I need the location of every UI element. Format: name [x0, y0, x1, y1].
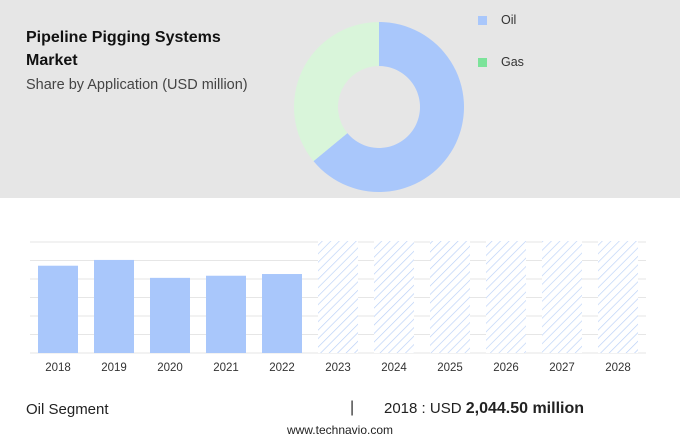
x-tick-2019: 2019 — [101, 362, 127, 374]
footer-website: www.technavio.com — [286, 423, 394, 437]
footer-value: 2018 : USD 2,044.50 million — [384, 400, 584, 418]
chart-title: Pipeline Pigging Systems Market — [26, 29, 221, 69]
x-tick-2024: 2024 — [381, 362, 407, 374]
legend-label-gas: Gas — [501, 55, 524, 69]
forecast-bar-2024 — [374, 241, 414, 353]
x-tick-2021: 2021 — [213, 362, 239, 374]
x-tick-2023: 2023 — [325, 362, 351, 374]
forecast-bar-2023 — [318, 241, 358, 353]
legend-label-oil: Oil — [501, 13, 517, 27]
legend-swatch-gas — [478, 57, 487, 67]
legend-item-gas[interactable]: Gas — [478, 54, 524, 70]
forecast-bar-2027 — [542, 241, 582, 353]
donut-slice-oil — [313, 22, 464, 193]
bar-chart: 2018 2019 2020 2021 2022 2023 2024 2025 2026 2027… — [30, 241, 646, 374]
forecast-bar-2028 — [598, 241, 638, 353]
footer-year-label: 2018 : USD — [384, 400, 462, 417]
bar-2018 — [38, 265, 78, 353]
x-tick-2022: 2022 — [269, 362, 295, 374]
donut-chart — [294, 22, 464, 193]
bar-2019 — [94, 259, 134, 353]
forecast-bar-2026 — [486, 241, 526, 353]
bar-2020 — [150, 277, 190, 353]
bar-2021 — [206, 275, 246, 353]
x-tick-2026: 2026 — [493, 362, 519, 374]
x-tick-2028: 2028 — [605, 362, 631, 374]
x-tick-2027: 2027 — [549, 362, 575, 374]
x-tick-2025: 2025 — [437, 362, 463, 374]
legend-item-oil[interactable]: Oil — [478, 12, 516, 28]
footer-value-amount: 2,044.50 million — [465, 400, 584, 417]
legend-swatch-oil — [478, 15, 487, 25]
forecast-bar-2025 — [430, 241, 470, 353]
chart-subtitle: Share by Application (USD million) — [26, 77, 248, 93]
bar-2022 — [262, 274, 302, 353]
footer-divider: | — [350, 399, 355, 416]
x-tick-2018: 2018 — [45, 362, 71, 374]
donut-slice-gas — [294, 22, 379, 162]
x-tick-2020: 2020 — [157, 362, 183, 374]
footer-segment-label: Oil Segment — [26, 401, 109, 418]
